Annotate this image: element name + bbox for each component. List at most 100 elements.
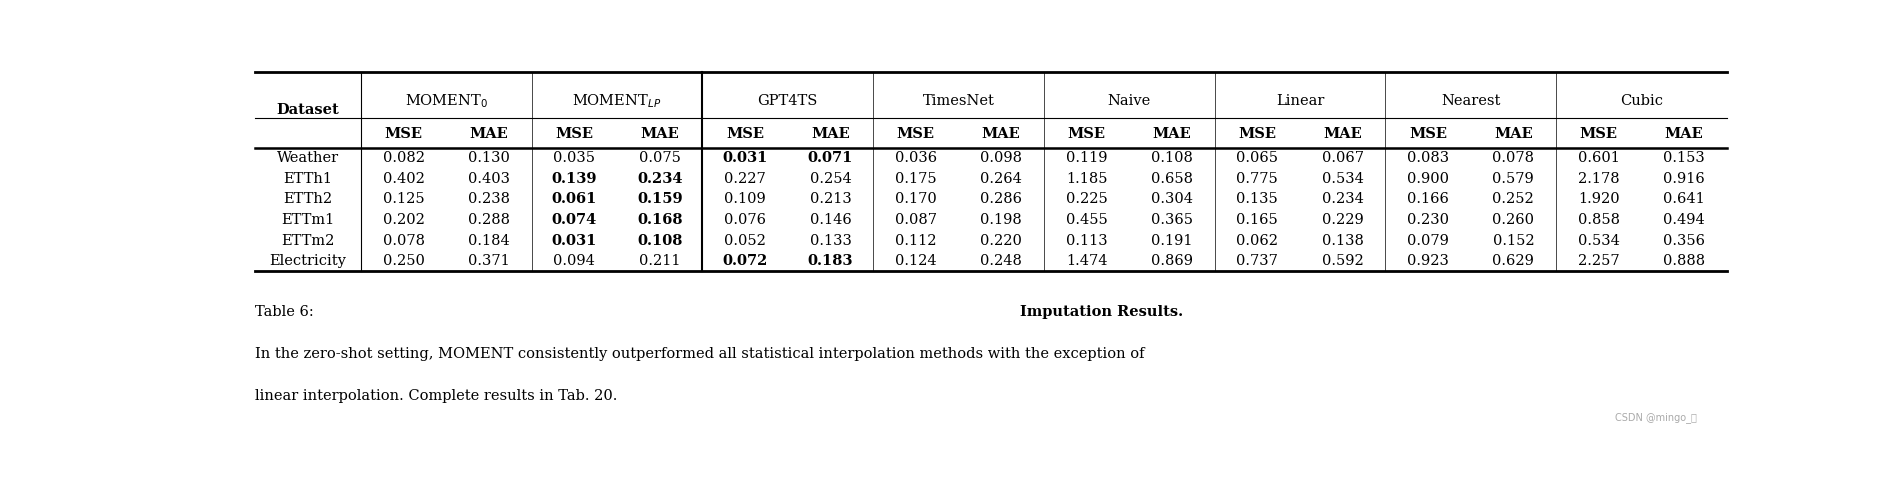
- Text: 0.198: 0.198: [979, 213, 1021, 227]
- Text: 0.737: 0.737: [1236, 254, 1277, 268]
- Text: 0.601: 0.601: [1577, 151, 1619, 165]
- Text: 0.286: 0.286: [979, 193, 1021, 206]
- Text: 0.119: 0.119: [1065, 151, 1107, 165]
- Text: 0.094: 0.094: [552, 254, 596, 268]
- Text: MOMENT$_{LP}$: MOMENT$_{LP}$: [571, 92, 661, 110]
- Text: 2.178: 2.178: [1577, 172, 1619, 186]
- Text: 0.248: 0.248: [979, 254, 1021, 268]
- Text: 2.257: 2.257: [1577, 254, 1619, 268]
- Text: 0.175: 0.175: [894, 172, 936, 186]
- Text: Dataset: Dataset: [277, 103, 340, 117]
- Text: 0.191: 0.191: [1150, 234, 1192, 248]
- Text: 0.125: 0.125: [383, 193, 425, 206]
- Text: 0.658: 0.658: [1150, 172, 1192, 186]
- Text: MSE: MSE: [1579, 127, 1617, 141]
- Text: ETTm1: ETTm1: [281, 213, 334, 227]
- Text: 0.225: 0.225: [1065, 193, 1107, 206]
- Text: 0.250: 0.250: [383, 254, 425, 268]
- Text: 0.288: 0.288: [467, 213, 511, 227]
- Text: MAE: MAE: [981, 127, 1019, 141]
- Text: 0.138: 0.138: [1321, 234, 1363, 248]
- Text: 0.183: 0.183: [807, 254, 852, 268]
- Text: 0.159: 0.159: [636, 193, 681, 206]
- Text: 0.213: 0.213: [809, 193, 850, 206]
- Text: 0.356: 0.356: [1663, 234, 1704, 248]
- Text: 0.130: 0.130: [467, 151, 511, 165]
- Text: 0.641: 0.641: [1663, 193, 1704, 206]
- Text: 0.135: 0.135: [1236, 193, 1277, 206]
- Text: 0.061: 0.061: [552, 193, 596, 206]
- Text: 1.185: 1.185: [1065, 172, 1107, 186]
- Text: 0.229: 0.229: [1321, 213, 1363, 227]
- Text: MSE: MSE: [554, 127, 592, 141]
- Text: 0.067: 0.067: [1321, 151, 1363, 165]
- Text: 0.098: 0.098: [979, 151, 1021, 165]
- Text: 0.916: 0.916: [1663, 172, 1704, 186]
- Text: 0.166: 0.166: [1406, 193, 1448, 206]
- Text: 1.474: 1.474: [1065, 254, 1107, 268]
- Text: 0.082: 0.082: [383, 151, 425, 165]
- Text: 0.036: 0.036: [894, 151, 936, 165]
- Text: 0.869: 0.869: [1150, 254, 1192, 268]
- Text: 0.227: 0.227: [723, 172, 765, 186]
- Text: 0.133: 0.133: [809, 234, 850, 248]
- Text: 0.062: 0.062: [1236, 234, 1277, 248]
- Text: 0.076: 0.076: [723, 213, 765, 227]
- Text: 0.035: 0.035: [552, 151, 596, 165]
- Text: 0.254: 0.254: [809, 172, 850, 186]
- Text: Table 6:: Table 6:: [254, 305, 319, 319]
- Text: Linear: Linear: [1275, 94, 1323, 108]
- Text: 0.113: 0.113: [1065, 234, 1107, 248]
- Text: 0.371: 0.371: [469, 254, 511, 268]
- Text: 0.153: 0.153: [1663, 151, 1704, 165]
- Text: Weather: Weather: [277, 151, 340, 165]
- Text: 0.075: 0.075: [638, 151, 679, 165]
- Text: MSE: MSE: [1237, 127, 1275, 141]
- Text: 0.900: 0.900: [1406, 172, 1448, 186]
- Text: 0.234: 0.234: [636, 172, 681, 186]
- Text: 0.403: 0.403: [467, 172, 511, 186]
- Text: 0.923: 0.923: [1406, 254, 1448, 268]
- Text: MAE: MAE: [810, 127, 850, 141]
- Text: 0.065: 0.065: [1236, 151, 1277, 165]
- Text: 0.165: 0.165: [1236, 213, 1277, 227]
- Text: MAE: MAE: [1665, 127, 1703, 141]
- Text: 0.888: 0.888: [1663, 254, 1704, 268]
- Text: 0.629: 0.629: [1492, 254, 1534, 268]
- Text: 0.775: 0.775: [1236, 172, 1277, 186]
- Text: Cubic: Cubic: [1619, 94, 1663, 108]
- Text: Nearest: Nearest: [1441, 94, 1499, 108]
- Text: MSE: MSE: [725, 127, 763, 141]
- Text: 0.234: 0.234: [1321, 193, 1363, 206]
- Text: 0.402: 0.402: [383, 172, 425, 186]
- Text: MAE: MAE: [469, 127, 509, 141]
- Text: 0.071: 0.071: [807, 151, 852, 165]
- Text: 0.152: 0.152: [1492, 234, 1534, 248]
- Text: 0.170: 0.170: [894, 193, 936, 206]
- Text: 0.211: 0.211: [638, 254, 679, 268]
- Text: 0.202: 0.202: [383, 213, 425, 227]
- Text: MSE: MSE: [896, 127, 934, 141]
- Text: Naive: Naive: [1107, 94, 1150, 108]
- Text: Electricity: Electricity: [270, 254, 345, 268]
- Text: MAE: MAE: [1152, 127, 1190, 141]
- Text: MOMENT$_0$: MOMENT$_0$: [404, 92, 488, 110]
- Text: 0.052: 0.052: [723, 234, 765, 248]
- Text: 0.139: 0.139: [550, 172, 596, 186]
- Text: ETTh2: ETTh2: [283, 193, 332, 206]
- Text: CSDN @mingo_飞: CSDN @mingo_飞: [1615, 412, 1697, 422]
- Text: MSE: MSE: [1408, 127, 1446, 141]
- Text: 0.304: 0.304: [1150, 193, 1192, 206]
- Text: 0.079: 0.079: [1406, 234, 1448, 248]
- Text: GPT4TS: GPT4TS: [757, 94, 818, 108]
- Text: ETTh1: ETTh1: [283, 172, 332, 186]
- Text: linear interpolation. Complete results in Tab. 20.: linear interpolation. Complete results i…: [254, 389, 617, 403]
- Text: 0.230: 0.230: [1406, 213, 1448, 227]
- Text: 1.920: 1.920: [1577, 193, 1619, 206]
- Text: 0.112: 0.112: [894, 234, 936, 248]
- Text: 0.365: 0.365: [1150, 213, 1192, 227]
- Text: 0.083: 0.083: [1406, 151, 1448, 165]
- Text: MAE: MAE: [1323, 127, 1361, 141]
- Text: 0.579: 0.579: [1492, 172, 1534, 186]
- Text: 0.252: 0.252: [1492, 193, 1534, 206]
